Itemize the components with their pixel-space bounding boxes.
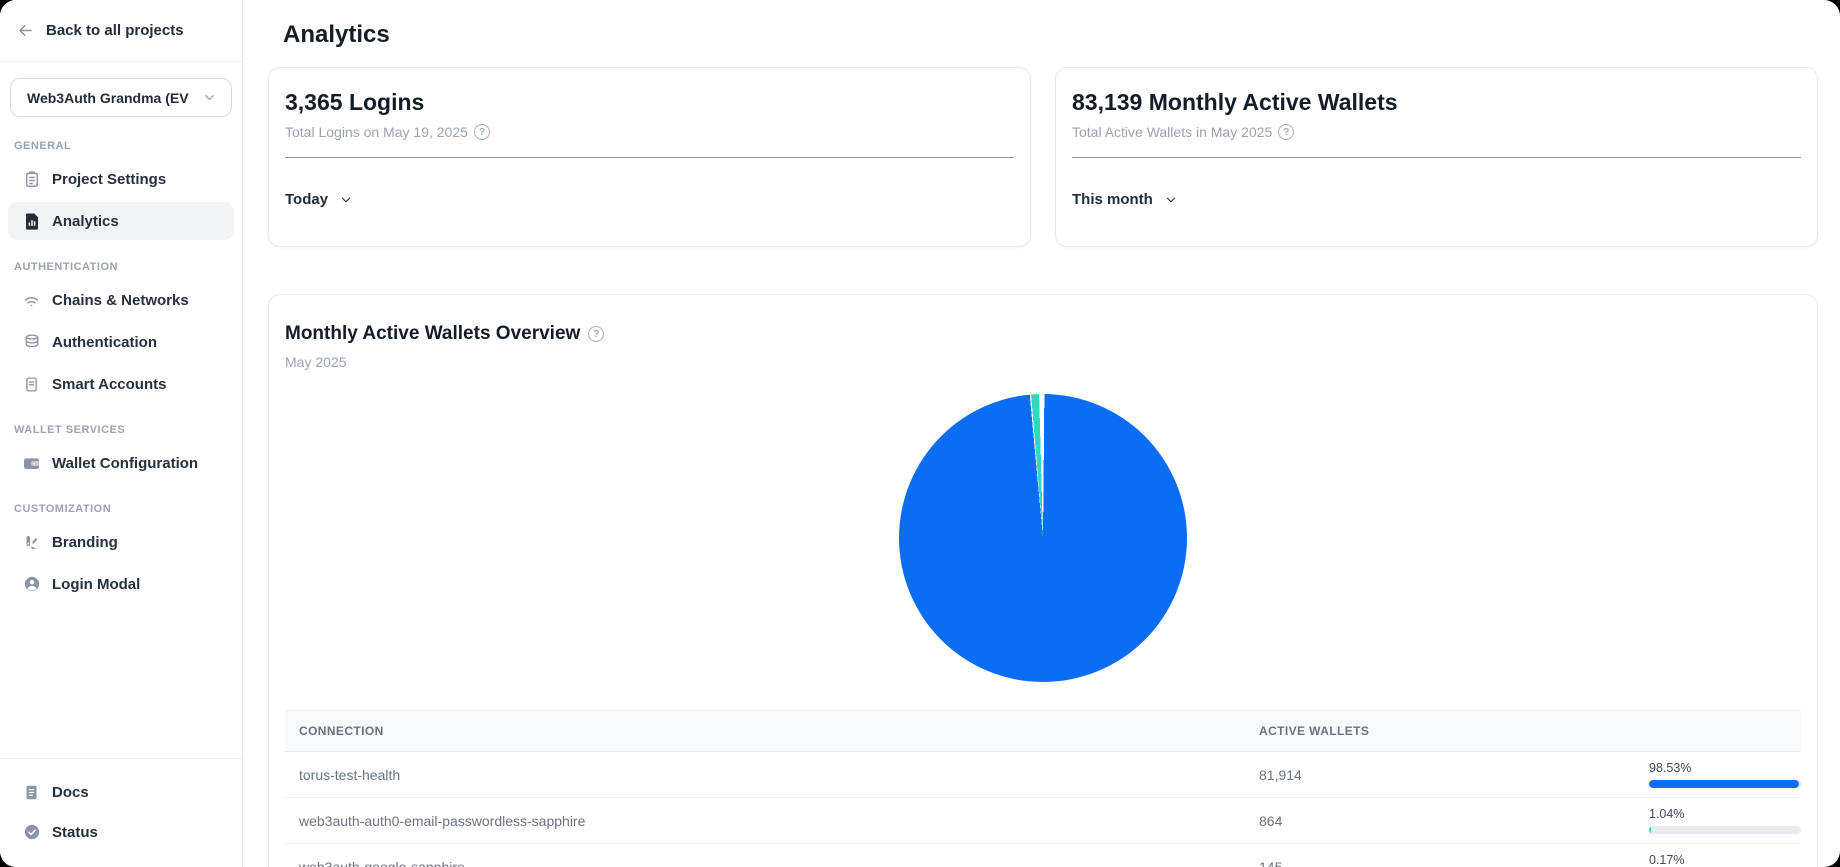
percent-cell: 1.04% <box>1635 807 1801 834</box>
sidebar-item-branding[interactable]: Branding <box>8 523 234 561</box>
help-icon[interactable]: ? <box>473 124 490 140</box>
sidebar: Back to all projects Web3Auth Grandma (E… <box>0 0 243 867</box>
sidebar-item-label: Docs <box>52 783 89 801</box>
chevron-down-icon <box>1166 197 1175 202</box>
sidebar-item-label: Wallet Configuration <box>52 454 199 472</box>
sidebar-item-login-modal[interactable]: Login Modal <box>8 565 234 603</box>
section-label-authentication: AUTHENTICATION <box>14 261 118 273</box>
logins-stat-card: 3,365 Logins Total Logins on May 19, 202… <box>268 67 1031 247</box>
column-header-connection: CONNECTION <box>299 724 384 738</box>
section-label-customization: CUSTOMIZATION <box>14 503 112 515</box>
sidebar-item-docs[interactable]: Docs <box>8 773 234 811</box>
sidebar-item-label: Status <box>52 823 98 841</box>
active-wallets-pie-chart <box>899 394 1187 682</box>
active-wallets-stat-title: 83,139 Monthly Active Wallets <box>1072 89 1398 115</box>
active-wallets-value: 145 <box>1259 858 1283 867</box>
sidebar-item-smart-accounts[interactable]: Smart Accounts <box>8 365 234 403</box>
sidebar-spacer <box>0 605 242 758</box>
arrow-left-icon <box>19 24 32 37</box>
wifi-icon <box>22 291 41 310</box>
column-header-active-wallets: ACTIVE WALLETS <box>1259 724 1370 738</box>
section-label-general: GENERAL <box>14 140 72 152</box>
stat-cards-row: 3,365 Logins Total Logins on May 19, 202… <box>268 67 1818 247</box>
sidebar-item-label: Analytics <box>52 212 119 230</box>
percent-cell: 98.53% <box>1635 761 1801 788</box>
percent-label: 98.53% <box>1649 761 1692 775</box>
sidebar-item-status[interactable]: Status <box>8 813 234 851</box>
overview-card-subtitle: May 2025 <box>285 354 347 370</box>
table-row: web3auth-auth0-email-passwordless-sapphi… <box>285 798 1801 844</box>
sidebar-item-wallet-configuration[interactable]: Wallet Configuration <box>8 444 234 482</box>
table-row: torus-test-health 81,914 98.53% <box>285 752 1801 798</box>
logins-stat-subtitle: Total Logins on May 19, 2025 ? <box>285 124 1014 140</box>
sidebar-item-analytics[interactable]: Analytics <box>8 202 234 240</box>
range-dropdown-value: This month <box>1072 191 1153 208</box>
help-icon[interactable]: ? <box>1278 124 1295 140</box>
active-wallets-value: 864 <box>1259 812 1283 829</box>
database-icon <box>22 333 41 352</box>
sidebar-item-project-settings[interactable]: Project Settings <box>8 160 234 198</box>
stat-card-divider <box>285 157 1014 158</box>
brush-icon <box>22 533 41 552</box>
project-selector-value: Web3Auth Grandma (EV <box>27 89 189 106</box>
chevron-down-icon <box>342 197 351 202</box>
connection-name: torus-test-health <box>299 766 401 783</box>
page-title: Analytics <box>283 21 390 48</box>
project-selector[interactable]: Web3Auth Grandma (EV <box>10 78 232 117</box>
table-row: web3auth-google-sapphire 145 0.17% <box>285 844 1801 867</box>
check-circle-icon <box>22 823 41 842</box>
monthly-active-wallets-overview-card: Monthly Active Wallets Overview ? May 20… <box>268 294 1818 867</box>
table-header-row: CONNECTION ACTIVE WALLETS <box>285 710 1801 752</box>
pie-chart-wrapper <box>285 394 1801 682</box>
sidebar-item-label: Authentication <box>52 333 157 351</box>
help-icon[interactable]: ? <box>588 326 605 342</box>
section-label-wallet-services: WALLET SERVICES <box>14 424 126 436</box>
active-wallets-stat-card: 83,139 Monthly Active Wallets Total Acti… <box>1055 67 1818 247</box>
percent-bar-track <box>1649 826 1801 834</box>
sidebar-item-label: Smart Accounts <box>52 375 167 393</box>
connection-name: web3auth-auth0-email-passwordless-sapphi… <box>299 812 586 829</box>
bar-chart-icon <box>22 212 41 231</box>
sidebar-item-label: Chains & Networks <box>52 291 189 309</box>
sidebar-item-label: Project Settings <box>52 170 167 188</box>
sidebar-item-label: Branding <box>52 533 118 551</box>
chevron-down-icon <box>205 95 214 100</box>
document-icon <box>22 375 41 394</box>
connections-table: CONNECTION ACTIVE WALLETS torus-test-hea… <box>285 710 1801 867</box>
wallet-icon <box>22 454 41 473</box>
sidebar-footer: Docs Status <box>0 758 242 867</box>
percent-label: 1.04% <box>1649 807 1685 821</box>
logins-stat-title: 3,365 Logins <box>285 89 425 115</box>
clipboard-icon <box>22 170 41 189</box>
main-content: Analytics 3,365 Logins Total Logins on M… <box>243 0 1840 867</box>
document-icon <box>22 783 41 802</box>
overview-card-title: Monthly Active Wallets Overview <box>285 323 581 344</box>
connection-name: web3auth-google-sapphire <box>299 858 465 867</box>
percent-bar-track <box>1649 780 1801 788</box>
range-dropdown-value: Today <box>285 191 329 208</box>
percent-label: 0.17% <box>1649 853 1685 867</box>
active-wallets-value: 81,914 <box>1259 766 1302 783</box>
stat-card-divider <box>1072 157 1801 158</box>
percent-cell: 0.17% <box>1635 853 1801 867</box>
back-to-projects-link[interactable]: Back to all projects <box>0 0 242 62</box>
percent-bar-fill <box>1649 780 1799 788</box>
sidebar-item-chains-networks[interactable]: Chains & Networks <box>8 281 234 319</box>
percent-bar-fill <box>1649 826 1652 834</box>
active-wallets-stat-subtitle: Total Active Wallets in May 2025 ? <box>1072 124 1801 140</box>
logins-range-dropdown[interactable]: Today <box>285 191 353 208</box>
active-wallets-range-dropdown[interactable]: This month <box>1072 191 1178 208</box>
user-circle-icon <box>22 575 41 594</box>
back-link-label: Back to all projects <box>46 22 184 39</box>
sidebar-item-label: Login Modal <box>52 575 141 593</box>
sidebar-item-authentication[interactable]: Authentication <box>8 323 234 361</box>
